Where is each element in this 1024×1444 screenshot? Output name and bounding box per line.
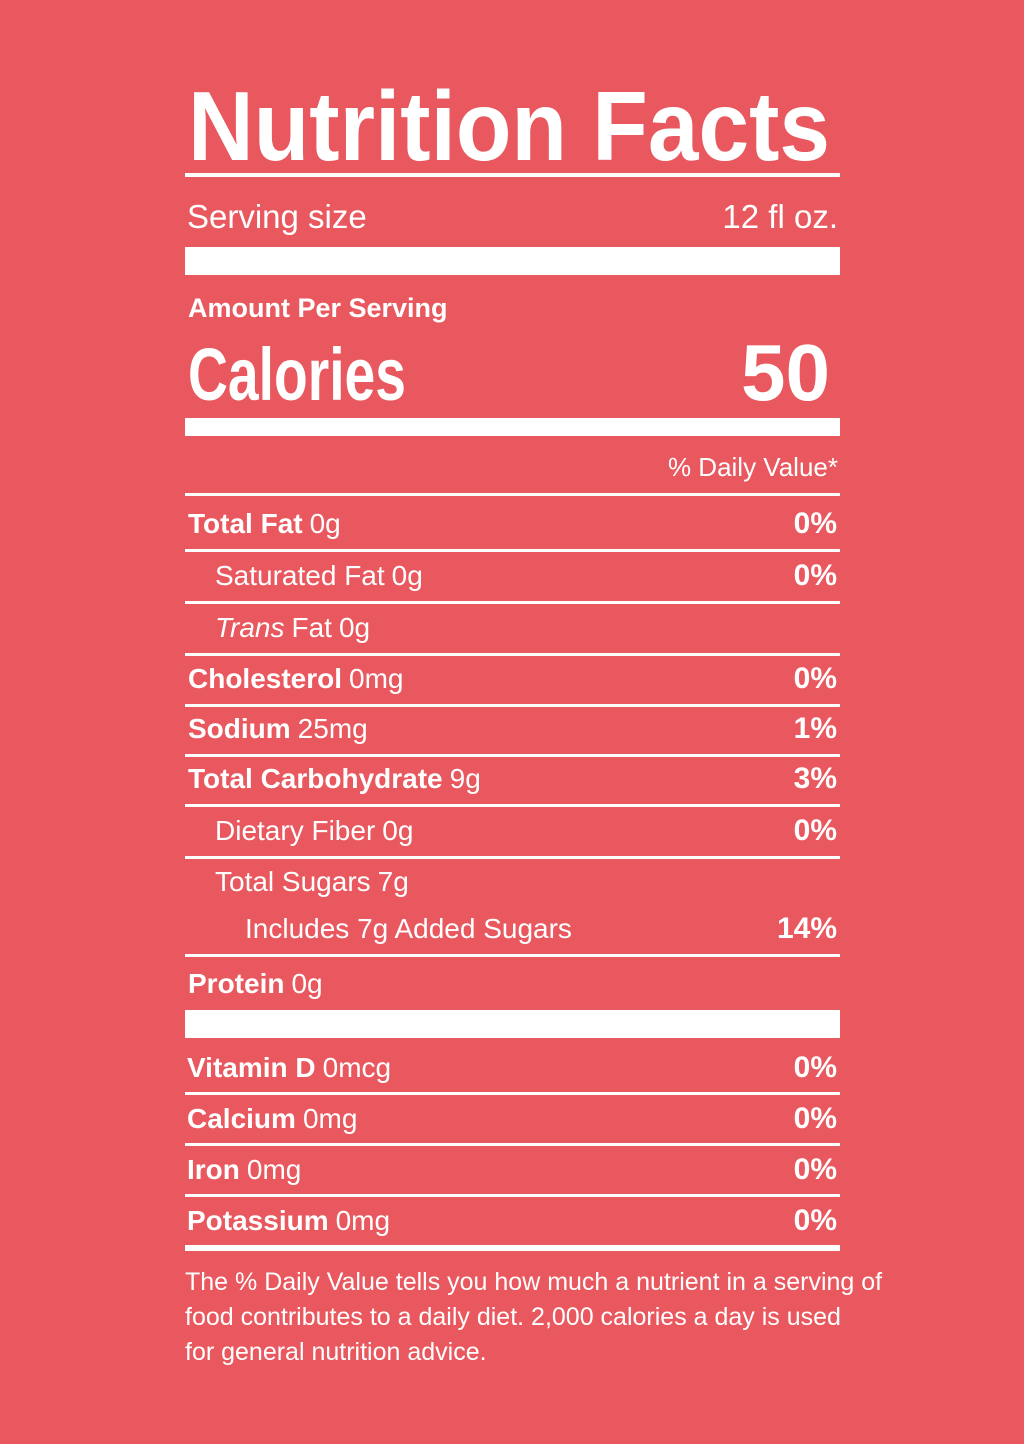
nutrient-amount: 0mg xyxy=(349,663,403,694)
daily-value: 0% xyxy=(794,1204,837,1237)
nutrient-name: Calcium xyxy=(187,1103,296,1134)
nutrient-name: Cholesterol xyxy=(188,663,342,694)
amount-per-serving: Amount Per Serving xyxy=(188,293,448,323)
nutrient-name: Total Carbohydrate xyxy=(188,763,443,794)
nutrient: Total Carbohydrate 9g xyxy=(188,763,481,794)
rule xyxy=(185,1143,840,1146)
nutrient-amount: 25mg xyxy=(298,713,368,744)
rule xyxy=(185,804,840,807)
rule xyxy=(185,754,840,757)
nutrient: Potassium 0mg xyxy=(187,1205,390,1236)
nutrient: Iron 0mg xyxy=(187,1154,301,1185)
rule xyxy=(185,704,840,707)
calories-label: Calories xyxy=(188,333,406,416)
nutrient: Sodium 25mg xyxy=(188,713,368,744)
nutrient-amount: 0mg xyxy=(303,1103,357,1134)
nutrient: Saturated Fat 0g xyxy=(215,560,423,591)
footnote: for general nutrition advice. xyxy=(185,1338,487,1366)
nutrient-name: Fat xyxy=(292,612,333,643)
daily-value: 0% xyxy=(794,814,837,847)
thick-rule xyxy=(185,247,840,275)
rule xyxy=(185,173,840,177)
serving-value: 12 fl oz. xyxy=(722,198,838,235)
nutrient: Dietary Fiber 0g xyxy=(215,815,413,846)
nutrient-name: Iron xyxy=(187,1154,240,1185)
daily-value: 0% xyxy=(794,662,837,695)
daily-value-header: % Daily Value* xyxy=(668,452,838,482)
nutrient-name: Vitamin D xyxy=(187,1052,316,1083)
nutrient-amount: 9g xyxy=(450,763,481,794)
footnote: food contributes to a daily diet. 2,000 … xyxy=(185,1303,841,1331)
daily-value: 0% xyxy=(794,1051,837,1084)
daily-value: 0% xyxy=(794,1102,837,1135)
nutrient: Vitamin D 0mcg xyxy=(187,1052,391,1083)
nutrient-amount: 0g xyxy=(310,508,341,539)
nutrient: Includes 7g Added Sugars xyxy=(245,913,572,944)
nutrient: Trans Fat 0g xyxy=(215,612,370,643)
nutrient-name: Includes 7g Added Sugars xyxy=(245,913,572,944)
rule xyxy=(185,954,840,957)
nutrient: Protein 0g xyxy=(188,968,323,999)
thick-rule xyxy=(185,418,840,436)
nutrient: Total Fat 0g xyxy=(188,508,341,539)
nutrient: Calcium 0mg xyxy=(187,1103,357,1134)
rule xyxy=(185,1092,840,1095)
thick-rule xyxy=(185,1245,840,1251)
nutrient-name: Protein xyxy=(188,968,284,999)
footnote: The % Daily Value tells you how much a n… xyxy=(185,1268,882,1296)
nutrient-name: Total Fat xyxy=(188,508,303,539)
nutrient-prefix: Trans xyxy=(215,612,285,643)
nutrient-amount: 7g xyxy=(378,866,409,897)
nutrient: Total Sugars 7g xyxy=(215,866,409,897)
rule xyxy=(185,601,840,604)
nutrient-name: Total Sugars xyxy=(215,866,371,897)
calories-value: 50 xyxy=(741,328,830,417)
daily-value: 0% xyxy=(794,1153,837,1186)
rule xyxy=(185,653,840,656)
nutrient-name: Potassium xyxy=(187,1205,329,1236)
nutrient-name: Dietary Fiber xyxy=(215,815,375,846)
nutrient-amount: 0mg xyxy=(247,1154,301,1185)
nutrient-amount: 0mg xyxy=(336,1205,390,1236)
daily-value: 3% xyxy=(794,762,837,795)
daily-value: 0% xyxy=(794,559,837,592)
nutrient-amount: 0mcg xyxy=(323,1052,391,1083)
rule xyxy=(185,856,840,859)
daily-value: 0% xyxy=(794,507,837,540)
rule xyxy=(185,1194,840,1197)
nutrient-amount: 0g xyxy=(339,612,370,643)
nutrient: Cholesterol 0mg xyxy=(188,663,404,694)
rule xyxy=(185,549,840,552)
thick-rule xyxy=(185,1010,840,1038)
nutrient-amount: 0g xyxy=(291,968,322,999)
daily-value: 14% xyxy=(777,912,837,945)
serving-label: Serving size xyxy=(187,198,367,235)
daily-value: 1% xyxy=(794,712,837,745)
nutrient-amount: 0g xyxy=(392,560,423,591)
nutrient-name: Saturated Fat xyxy=(215,560,385,591)
rule xyxy=(185,493,840,496)
title: Nutrition Facts xyxy=(188,71,830,181)
nutrient-amount: 0g xyxy=(382,815,413,846)
nutrient-name: Sodium xyxy=(188,713,291,744)
